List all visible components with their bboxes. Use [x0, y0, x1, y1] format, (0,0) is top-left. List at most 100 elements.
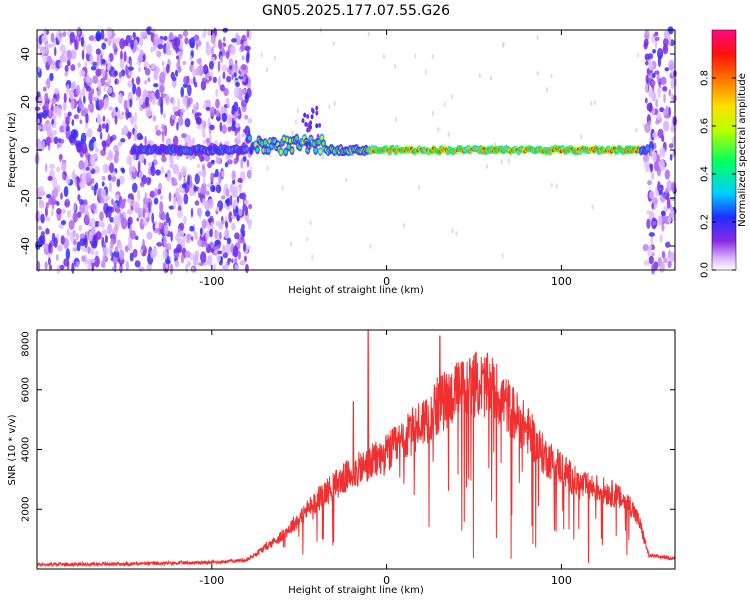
noise-blob: [40, 213, 45, 224]
colorbar-tick-label: 0.4: [700, 166, 711, 182]
noise-blob: [88, 35, 95, 42]
noise-blob: [670, 124, 675, 133]
noise-blob: [643, 123, 646, 129]
noise-blob: [91, 88, 95, 95]
noise-blob: [107, 36, 112, 47]
noise-blob: [101, 229, 108, 236]
noise-blob: [244, 125, 251, 137]
noise-blob: [92, 75, 99, 84]
noise-blob: [123, 50, 127, 62]
noise-blob: [265, 67, 268, 73]
noise-blob: [172, 135, 179, 146]
noise-blob: [233, 62, 239, 74]
noise-blob: [132, 31, 136, 39]
noise-blob: [233, 86, 240, 98]
noise-blob: [209, 106, 216, 117]
noise-blob: [202, 198, 206, 207]
noise-blob: [43, 244, 50, 249]
noise-blob: [36, 139, 42, 150]
noise-blob: [138, 171, 144, 178]
noise-blob: [39, 46, 46, 56]
noise-blob: [662, 192, 668, 198]
noise-blob: [225, 188, 230, 198]
noise-blob: [172, 105, 178, 113]
noise-blob: [94, 255, 100, 268]
noise-blob: [57, 107, 62, 118]
noise-blob: [266, 165, 269, 171]
noise-blob: [244, 205, 249, 216]
noise-blob: [210, 172, 214, 183]
colorbar-tick-label: 0.6: [700, 118, 711, 134]
noise-blob: [431, 110, 434, 116]
noise-blob: [233, 71, 237, 78]
noise-blob: [60, 208, 67, 214]
noise-blob: [126, 155, 133, 166]
colorbar-ticks: 0.0 0.2 0.4 0.6 0.8: [700, 70, 736, 278]
noise-blob: [42, 123, 49, 132]
noise-blob: [95, 182, 99, 191]
noise-blob: [112, 201, 118, 210]
noise-blob: [163, 225, 169, 236]
noise-blob: [139, 217, 144, 227]
noise-blob: [648, 61, 654, 71]
noise-blob: [646, 218, 651, 229]
signal-spur: [308, 141, 312, 147]
noise-blob: [144, 135, 147, 147]
noise-blob: [238, 106, 241, 115]
noise-blob: [424, 69, 427, 75]
noise-blob: [187, 139, 194, 147]
noise-blob: [244, 45, 251, 52]
noise-blob: [402, 222, 405, 228]
noise-blob: [656, 47, 664, 60]
noise-blob: [99, 132, 103, 140]
figure-title: GN05.2025.177.07.55.G26: [262, 3, 450, 19]
noise-blob: [45, 136, 52, 145]
noise-blob: [66, 59, 71, 67]
noise-blob: [143, 91, 149, 97]
signal-point: [314, 148, 318, 153]
noise-blob: [228, 64, 233, 70]
noise-blob: [663, 205, 669, 213]
noise-blob: [644, 29, 650, 41]
noise-blob: [243, 199, 250, 205]
noise-blob: [222, 71, 226, 80]
noise-blob: [654, 36, 660, 41]
noise-blob: [645, 74, 649, 85]
noise-blob: [666, 197, 671, 209]
noise-blob: [180, 165, 187, 177]
noise-blob: [210, 46, 214, 55]
noise-blob: [130, 39, 134, 50]
noise-blob: [113, 144, 119, 153]
noise-blob: [115, 106, 118, 113]
noise-blob: [108, 136, 114, 143]
noise-blob: [62, 100, 67, 112]
noise-blob: [56, 166, 61, 173]
noise-blob: [591, 204, 594, 210]
noise-blob: [85, 77, 91, 84]
noise-blob: [654, 70, 660, 75]
noise-blob: [93, 234, 97, 246]
noise-blob: [96, 54, 100, 67]
noise-blob: [367, 31, 370, 37]
noise-blob: [545, 87, 548, 93]
noise-blob: [200, 184, 207, 195]
noise-blob: [644, 82, 649, 93]
noise-blob: [653, 160, 660, 172]
noise-blob: [176, 243, 182, 253]
signal-point: [255, 147, 260, 152]
noise-blob: [184, 250, 191, 258]
noise-blob: [667, 260, 672, 269]
noise-blob: [88, 91, 93, 103]
noise-blob: [121, 111, 125, 116]
noise-blob: [661, 250, 666, 259]
noise-blob: [223, 87, 229, 97]
noise-blob: [59, 125, 65, 133]
noise-blob: [146, 176, 151, 186]
snr-x-axis-label: Height of straight line (km): [288, 585, 424, 596]
noise-blob: [653, 33, 656, 38]
noise-blob: [155, 169, 161, 176]
noise-blob: [171, 76, 177, 82]
noise-blob: [138, 135, 144, 140]
signal-point: [318, 149, 322, 154]
